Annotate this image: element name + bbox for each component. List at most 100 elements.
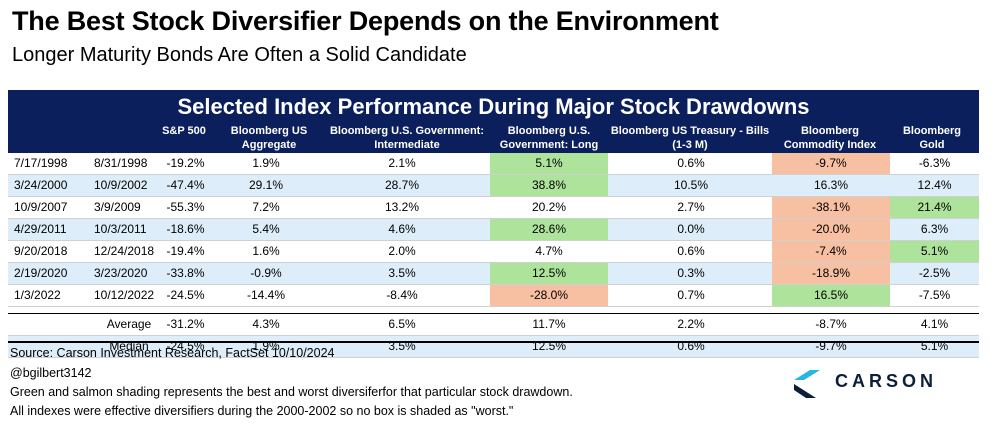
summary-value-cell: 3.5% <box>388 339 416 353</box>
column-header: Bloomberg US Aggregate <box>230 125 308 151</box>
value-cell: -18.6% <box>166 222 205 236</box>
summary-value-cell: 11.7% <box>532 317 566 331</box>
value-cell: 0.7% <box>677 288 705 302</box>
value-cell: 0.3% <box>677 266 705 280</box>
summary-value-cell: 6.5% <box>388 317 416 331</box>
column-header: Bloomberg Commodity Index <box>783 125 877 151</box>
value-cell: -47.4% <box>166 178 205 192</box>
table-row: 1/3/2022 10/12/2022 -24.5% -14.4% -8.4% -28.0… <box>8 285 979 307</box>
summary-label-cell: Average <box>106 317 152 331</box>
diversifier-note: All indexes were effective diversifiers … <box>10 404 514 418</box>
value-cell: 7.2% <box>252 200 280 214</box>
column-header: Bloomberg U.S. Government: Long <box>499 125 599 151</box>
value-cell: 13.2% <box>384 200 420 214</box>
value-cell: -19.4% <box>166 244 205 258</box>
value-cell: -6.3% <box>918 156 951 170</box>
value-cell: -8.4% <box>386 288 418 302</box>
table-title: Selected Index Performance During Major … <box>177 94 810 119</box>
value-cell: 0.6% <box>677 156 705 170</box>
logo-text: CARSON <box>835 371 938 391</box>
value-cell: 10.5% <box>673 178 709 192</box>
summary-value-cell: -9.7% <box>815 339 847 353</box>
value-cell: 0.6% <box>677 244 705 258</box>
value-cell: -2.5% <box>918 266 951 280</box>
summary-value-cell: 0.6% <box>677 339 705 353</box>
value-cell: 16.3% <box>813 178 849 192</box>
value-cell: -55.3% <box>166 200 205 214</box>
worst-diversifier-cell: -28.0% <box>490 285 608 306</box>
column-header: Bloomberg US Treasury - Bills (1-3 M) <box>610 125 770 151</box>
best-diversifier-cell: 16.5% <box>772 285 890 306</box>
value-cell: 29.1% <box>248 178 284 192</box>
summary-row: Average -31.2% 4.3% 6.5% 11.7% 2.2% -8.7% 4.1% <box>8 314 979 336</box>
value-cell: 2.0% <box>388 244 416 258</box>
end-date-cell: 12/24/2018 <box>94 244 155 258</box>
table-row: 10/9/2007 3/9/2009 -55.3% 7.2% 13.2% 20.2% 2.7… <box>8 197 979 219</box>
start-date-cell: 7/17/1998 <box>14 156 68 170</box>
footer-rule <box>8 341 979 343</box>
worst-diversifier-cell: -20.0% <box>772 219 890 240</box>
column-header: S&P 500 <box>162 125 206 137</box>
summary-value-cell: 5.1% <box>920 339 949 353</box>
worst-diversifier-cell: -18.9% <box>772 263 890 284</box>
value-cell: 4.6% <box>388 222 416 236</box>
page-subtitle: Longer Maturity Bonds Are Often a Solid … <box>12 44 467 66</box>
value-cell: 3.5% <box>388 266 416 280</box>
table-row: 7/17/1998 8/31/1998 -19.2% 1.9% 2.1% 5.1% 0.6%… <box>8 153 979 175</box>
start-date-cell: 10/9/2007 <box>14 200 68 214</box>
best-diversifier-cell: 28.6% <box>490 219 608 240</box>
worst-diversifier-cell: -7.4% <box>772 241 890 262</box>
value-cell: -24.5% <box>166 288 205 302</box>
table-row: 4/29/2011 10/3/2011 -18.6% 5.4% 4.6% 28.6% 0.0… <box>8 219 979 241</box>
value-cell: 4.7% <box>535 244 563 258</box>
value-cell: -33.8% <box>166 266 205 280</box>
end-date-cell: 10/3/2011 <box>94 222 147 236</box>
end-date-cell: 8/31/1998 <box>94 156 148 170</box>
summary-value-cell: -31.2% <box>166 317 205 331</box>
best-diversifier-cell: 21.4% <box>890 197 979 218</box>
carson-logo-icon <box>794 370 820 398</box>
start-date-cell: 4/29/2011 <box>14 222 67 236</box>
table-row: 2/19/2020 3/23/2020 -33.8% -0.9% 3.5% 12.5% 0.… <box>8 263 979 285</box>
start-date-cell: 9/20/2018 <box>14 244 68 258</box>
value-cell: 1.6% <box>252 244 280 258</box>
best-diversifier-cell: 5.1% <box>490 153 608 174</box>
carson-logo: CARSON <box>790 366 950 402</box>
value-cell: 1.9% <box>252 156 280 170</box>
value-cell: -19.2% <box>166 156 205 170</box>
value-cell: -7.5% <box>918 288 951 302</box>
start-date-cell: 3/24/2000 <box>14 178 68 192</box>
start-date-cell: 2/19/2020 <box>14 266 68 280</box>
value-cell: -14.4% <box>246 288 286 302</box>
page-title: The Best Stock Diversifier Depends on th… <box>12 6 719 36</box>
worst-diversifier-cell: -38.1% <box>772 197 890 218</box>
value-cell: 5.4% <box>252 222 280 236</box>
summary-separator <box>8 307 979 314</box>
best-diversifier-cell: 38.8% <box>490 175 608 196</box>
column-header: Bloomberg Gold <box>902 125 962 151</box>
end-date-cell: 3/23/2020 <box>94 266 148 280</box>
table-header: Selected Index Performance During Major … <box>8 90 979 153</box>
end-date-cell: 10/9/2002 <box>94 178 148 192</box>
end-date-cell: 3/9/2009 <box>94 200 141 214</box>
performance-table: Selected Index Performance During Major … <box>8 90 979 358</box>
summary-value-cell: -8.7% <box>815 317 847 331</box>
value-cell: 6.3% <box>920 222 949 236</box>
best-diversifier-cell: 5.1% <box>890 241 979 262</box>
summary-value-cell: 4.3% <box>252 317 280 331</box>
summary-value-cell: 4.1% <box>920 317 949 331</box>
value-cell: 0.0% <box>677 222 705 236</box>
table-body: 7/17/1998 8/31/1998 -19.2% 1.9% 2.1% 5.1% 0.6%… <box>8 153 979 307</box>
author-handle: @bgilbert3142 <box>10 366 92 380</box>
shading-note: Green and salmon shading represents the … <box>10 385 573 399</box>
start-date-cell: 1/3/2022 <box>14 288 61 302</box>
value-cell: -0.9% <box>250 266 282 280</box>
best-diversifier-cell: 12.5% <box>490 263 608 284</box>
column-header: Bloomberg U.S. Government: Intermediate <box>329 125 485 151</box>
source-note: Source: Carson Investment Research, Fact… <box>10 346 335 360</box>
summary-value-cell: 2.2% <box>677 317 705 331</box>
worst-diversifier-cell: -9.7% <box>772 153 890 174</box>
table-row: 9/20/2018 12/24/2018 -19.4% 1.6% 2.0% 4.7% 0.6… <box>8 241 979 263</box>
summary-value-cell: 12.5% <box>531 339 567 353</box>
value-cell: 20.2% <box>531 200 567 214</box>
